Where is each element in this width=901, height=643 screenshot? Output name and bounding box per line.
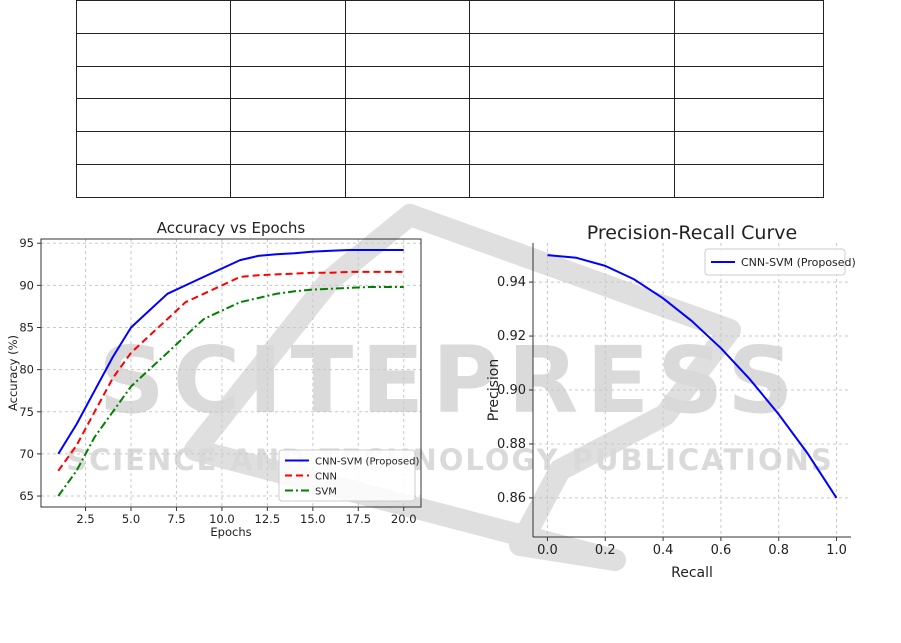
table-cell (345, 163, 470, 198)
axis-ticks: 2.5 5.0 7.5 10.0 12.5 15.0 17.5 20.0 65 70 75 80 85 9… (19, 236, 416, 526)
x-tick-label: 20.0 (391, 512, 417, 526)
y-axis-label: Accuracy (%) (6, 335, 20, 411)
y-tick-label: 70 (19, 447, 34, 461)
table-row (76, 0, 824, 34)
table-cell (345, 131, 470, 165)
x-tick-label: 12.5 (255, 512, 281, 526)
table-cell (230, 0, 346, 34)
legend-label: CNN-SVM (Proposed) (741, 256, 856, 269)
x-tick-label: 0.0 (537, 543, 558, 558)
x-tick-label: 17.5 (345, 512, 371, 526)
x-tick-label: 0.2 (595, 543, 616, 558)
x-axis-label: Epochs (210, 525, 251, 539)
y-tick-label: 0.94 (497, 275, 526, 290)
table-cell (469, 98, 675, 133)
table-row (76, 131, 824, 165)
table-cell (76, 65, 231, 100)
series-line (57, 270, 404, 472)
legend: CNN-SVM (Proposed) (704, 248, 856, 276)
x-tick-label: 2.5 (76, 512, 94, 526)
legend-box (704, 248, 846, 276)
table-cell (674, 65, 824, 100)
x-axis-label: Recall (671, 565, 713, 581)
x-tick-label: 1.0 (826, 543, 847, 558)
table-cell (230, 131, 346, 165)
table-cell (674, 163, 824, 198)
legend-box (278, 449, 416, 502)
table-cell (469, 32, 675, 67)
table-row (76, 98, 824, 133)
table-row (76, 65, 824, 100)
grid (533, 243, 851, 537)
series-lines (547, 254, 838, 499)
table-cell (345, 98, 470, 133)
x-tick-label: 5.0 (122, 512, 140, 526)
table-cell (469, 131, 675, 165)
table-cell (345, 32, 470, 67)
chart-title: Accuracy vs Epochs (157, 219, 306, 237)
y-tick-label: 0.92 (497, 329, 526, 344)
table-cell (674, 131, 824, 165)
accuracy-chart: Accuracy vs Epochs 2.5 5.0 7.5 10.0 12.5 15.0… (6, 219, 422, 539)
y-tick-label: 75 (19, 405, 34, 419)
table-cell (674, 0, 824, 34)
table-cell (469, 0, 675, 34)
x-tick-label: 7.5 (167, 512, 185, 526)
table-cell (230, 98, 346, 133)
y-tick-label: 90 (19, 278, 34, 292)
x-tick-label: 0.4 (653, 543, 674, 558)
y-tick-label: 0.86 (497, 491, 526, 506)
table-cell (230, 32, 346, 67)
chart-title: Precision-Recall Curve (587, 222, 797, 244)
table-cell (230, 163, 346, 198)
series-line (57, 249, 404, 455)
precision-recall-chart: Precision-Recall Curve 0.0 0.2 0.4 0.6 0.8 1.… (486, 222, 856, 581)
legend-label: CNN (315, 472, 337, 483)
table-cell (345, 65, 470, 100)
y-tick-label: 95 (19, 236, 34, 250)
axis-ticks: 0.0 0.2 0.4 0.6 0.8 1.0 0.86 0.88 0.90 0.92 0.94 (497, 275, 847, 558)
x-tick-label: 0.8 (768, 543, 789, 558)
y-axis-label: Precision (486, 359, 502, 421)
y-tick-label: 65 (19, 489, 34, 503)
table-cell (76, 131, 231, 165)
y-tick-label: 80 (19, 363, 34, 377)
table-cell (674, 98, 824, 133)
table-row (76, 32, 824, 67)
x-tick-label: 10.0 (209, 512, 235, 526)
table-cell (76, 32, 231, 67)
series-line (57, 286, 404, 497)
table-row (76, 163, 824, 198)
table-cell (469, 163, 675, 198)
legend-label: SVM (315, 487, 337, 498)
y-tick-label: 0.88 (497, 437, 526, 452)
y-tick-label: 85 (19, 320, 34, 334)
table-cell (230, 65, 346, 100)
table-cell (345, 0, 470, 34)
series-lines (57, 249, 404, 497)
table-cell (674, 32, 824, 67)
table-cell (76, 163, 231, 198)
table-cell (76, 0, 231, 34)
legend: CNN-SVM (Proposed) CNN SVM (278, 449, 419, 502)
legend-label: CNN-SVM (Proposed) (315, 457, 419, 468)
plot-frame (40, 238, 422, 508)
results-table (76, 0, 824, 198)
y-tick-label: 0.90 (497, 383, 526, 398)
x-tick-label: 15.0 (300, 512, 326, 526)
x-tick-label: 0.6 (711, 543, 732, 558)
table-cell (469, 65, 675, 100)
table-cell (76, 98, 231, 133)
series-line (547, 254, 838, 499)
